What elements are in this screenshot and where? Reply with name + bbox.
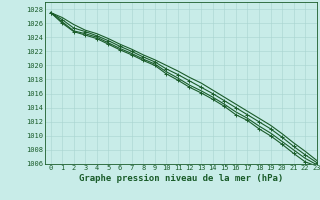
X-axis label: Graphe pression niveau de la mer (hPa): Graphe pression niveau de la mer (hPa)	[79, 174, 283, 183]
